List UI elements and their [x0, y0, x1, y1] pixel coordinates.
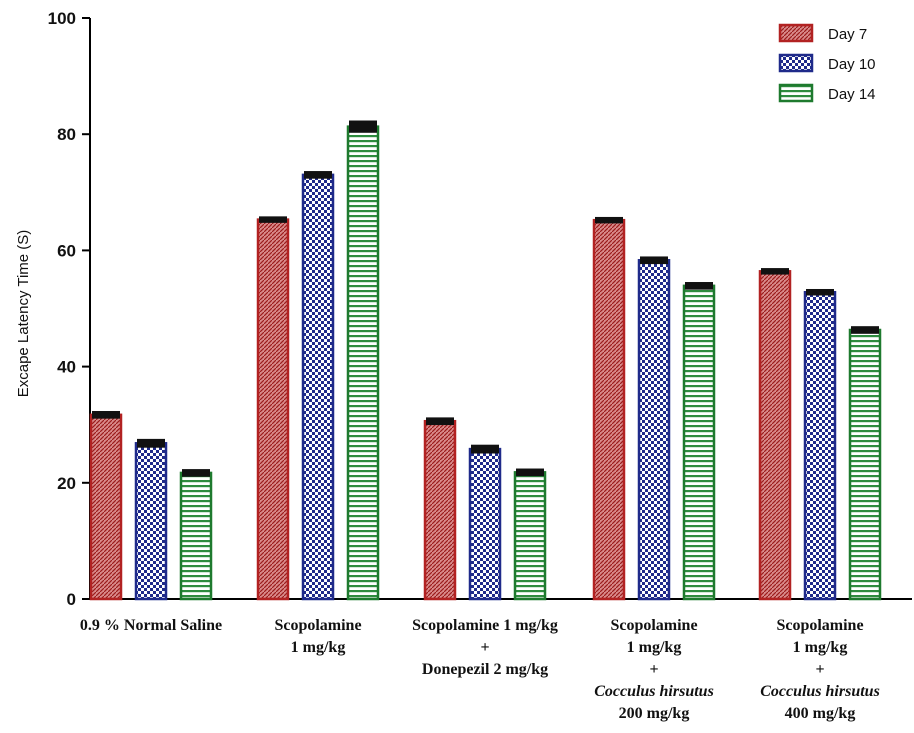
- x-tick-label: 1 mg/kg: [291, 639, 346, 656]
- error-bar: [304, 171, 332, 179]
- x-category-label: Scopolamine 1 mg/kg + Cocculus hirsutus 200 …: [594, 617, 714, 722]
- y-axis-label: Excape Latency Time (S): [15, 230, 32, 398]
- x-category-label: 0.9 % Normal Saline: [80, 617, 222, 634]
- x-tick-label: 200 mg/kg: [619, 705, 690, 722]
- bar-rect: [301, 173, 335, 601]
- bar-rect: [256, 218, 290, 601]
- bar-day-14: [848, 326, 882, 601]
- bar-rect: [637, 259, 671, 601]
- error-bar: [182, 469, 210, 477]
- x-tick-label: 0.9 % Normal Saline: [80, 617, 222, 634]
- error-bar: [806, 288, 834, 296]
- bar-rect: [134, 442, 168, 601]
- x-tick-label: 400 mg/kg: [785, 705, 856, 722]
- legend-label: Day 7: [828, 26, 867, 43]
- x-tick-label: +: [815, 661, 824, 678]
- legend-swatch: [778, 83, 814, 103]
- legend-label: Day 14: [828, 86, 876, 103]
- bar-day-7: [758, 268, 792, 601]
- y-tick-label: 0: [67, 590, 76, 609]
- x-tick-label: Scopolamine 1 mg/kg: [412, 617, 558, 634]
- error-bar: [595, 216, 623, 224]
- x-tick-label: Scopolamine: [776, 617, 863, 634]
- bar-rect: [592, 218, 626, 601]
- bar-day-14: [179, 469, 213, 601]
- y-tick-label: 100: [48, 9, 76, 28]
- error-bar: [685, 282, 713, 290]
- y-tick-label: 20: [57, 474, 76, 493]
- x-category-label: Scopolamine 1 mg/kg + Donepezil 2 mg/kg: [412, 617, 558, 678]
- y-tick-label: 60: [57, 241, 76, 260]
- legend-item: Day 14: [778, 83, 876, 103]
- legend: Day 7 Day 10 Day 14: [778, 23, 876, 103]
- bars-group: [89, 120, 882, 601]
- x-tick-label: 1 mg/kg: [793, 639, 848, 656]
- bar-day-10: [301, 171, 335, 601]
- y-tick-label: 40: [57, 358, 76, 377]
- legend-swatch: [778, 53, 814, 73]
- legend-label: Day 10: [828, 56, 876, 73]
- bar-rect: [423, 419, 457, 601]
- bar-rect: [682, 284, 716, 601]
- bar-rect: [803, 290, 837, 601]
- x-tick-label: Cocculus hirsutus: [594, 683, 714, 700]
- bar-day-7: [256, 216, 290, 601]
- axes: 0 20 40 60 80 100 Excape Latency Time (S): [15, 9, 912, 609]
- bar-day-7: [592, 216, 626, 601]
- bar-day-7: [89, 410, 123, 601]
- bar-rect: [179, 471, 213, 601]
- x-tick-label: Scopolamine: [274, 617, 361, 634]
- bar-day-14: [346, 120, 380, 601]
- error-bar: [349, 120, 377, 133]
- error-bar: [851, 326, 879, 334]
- error-bar: [259, 216, 287, 223]
- bar-rect: [468, 447, 502, 601]
- x-category-label: Scopolamine 1 mg/kg + Cocculus hirsutus 400 …: [760, 617, 880, 722]
- bar-day-10: [637, 256, 671, 601]
- x-tick-label: Cocculus hirsutus: [760, 683, 880, 700]
- legend-item: Day 10: [778, 53, 876, 73]
- error-bar: [426, 417, 454, 426]
- bar-rect: [758, 270, 792, 601]
- bar-day-10: [803, 288, 837, 601]
- bar-rect: [346, 125, 380, 601]
- x-tick-label: 1 mg/kg: [627, 639, 682, 656]
- x-tick-label: +: [480, 639, 489, 656]
- x-tick-label: Scopolamine: [610, 617, 697, 634]
- error-bar: [516, 468, 544, 477]
- error-bar: [471, 444, 499, 454]
- bar-rect: [89, 413, 123, 601]
- bar-day-7: [423, 417, 457, 601]
- legend-swatch: [778, 23, 814, 43]
- x-category-label: Scopolamine 1 mg/kg: [274, 617, 361, 656]
- bar-rect: [513, 471, 547, 601]
- error-bar: [92, 410, 120, 419]
- bar-rect: [848, 328, 882, 601]
- error-bar: [640, 256, 668, 265]
- x-tick-label: Donepezil 2 mg/kg: [422, 661, 548, 678]
- error-bar: [761, 268, 789, 275]
- bar-day-10: [134, 438, 168, 601]
- error-bar: [137, 438, 165, 448]
- legend-item: Day 7: [778, 23, 867, 43]
- bar-day-14: [682, 282, 716, 601]
- bar-day-10: [468, 444, 502, 601]
- x-tick-label: +: [649, 661, 658, 678]
- y-tick-label: 80: [57, 125, 76, 144]
- bar-day-14: [513, 468, 547, 601]
